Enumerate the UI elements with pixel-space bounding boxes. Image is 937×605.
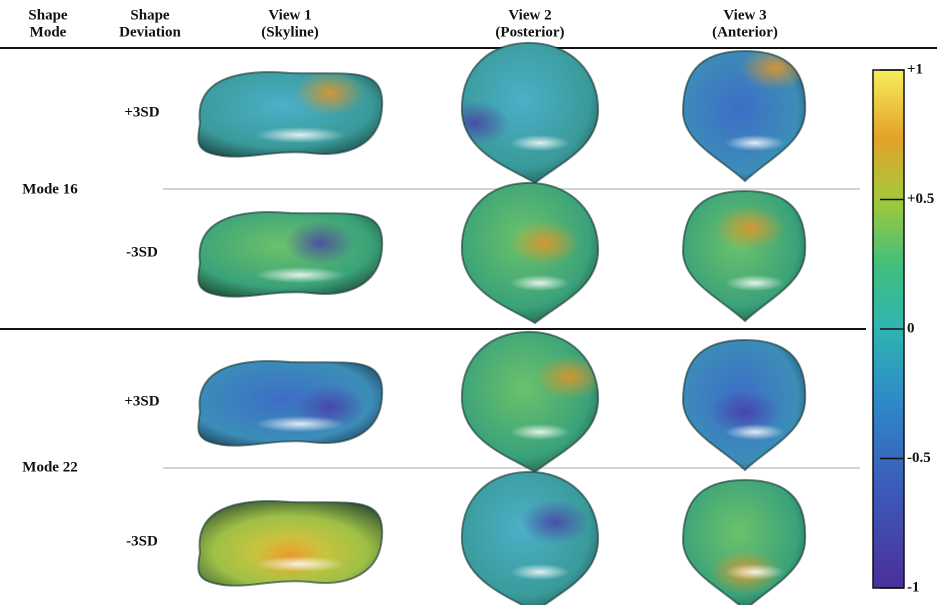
column-header: (Posterior) <box>495 24 564 40</box>
deviation-label: +3SD <box>124 104 159 120</box>
shape-shading <box>510 500 590 580</box>
shape-shading <box>725 51 806 151</box>
shape-edge <box>681 189 807 323</box>
mode-label: Mode 16 <box>22 181 78 197</box>
shape-surface <box>461 42 599 183</box>
column-header: Shape <box>28 7 68 23</box>
shape-shading <box>715 206 785 291</box>
shape-shading <box>710 550 785 594</box>
shape-accent <box>710 390 780 434</box>
shape-shading <box>461 101 570 151</box>
shape-accent <box>740 51 806 90</box>
shape-highlight <box>725 564 785 580</box>
shape-highlight <box>725 135 785 151</box>
shape-highlight <box>255 267 345 283</box>
column-header: View 3 <box>723 7 766 23</box>
shape-highlight <box>255 127 345 143</box>
shape-edge <box>681 49 807 183</box>
shape-highlight <box>510 564 570 580</box>
shape-accent <box>461 101 510 145</box>
shape-render <box>681 478 807 605</box>
shape-shading <box>510 221 580 291</box>
shape-highlight <box>725 275 785 291</box>
column-header: Deviation <box>119 24 181 40</box>
shape-highlight <box>725 424 785 440</box>
colorbar-tick-label: -0.5 <box>907 450 931 466</box>
column-header: View 2 <box>508 7 551 23</box>
shape-shading <box>710 390 785 440</box>
shape-render <box>681 49 807 183</box>
shape-edge <box>681 338 807 472</box>
shape-shading <box>255 221 355 283</box>
shape-highlight <box>510 275 570 291</box>
shape-shading <box>255 72 365 143</box>
shape-accent <box>535 355 599 399</box>
shape-render <box>460 181 600 325</box>
column-header: Shape <box>130 7 170 23</box>
shape-accent <box>510 221 580 265</box>
shape-render <box>197 71 384 158</box>
shape-highlight <box>255 416 345 432</box>
column-header: (Anterior) <box>712 24 778 40</box>
shape-edge <box>197 500 384 587</box>
shape-render <box>197 500 384 587</box>
shape-accent <box>295 72 365 115</box>
shape-highlight <box>510 424 570 440</box>
column-header: Mode <box>30 24 67 40</box>
shape-edge <box>460 470 600 605</box>
shape-accent <box>715 206 785 250</box>
shape-highlight <box>510 135 570 151</box>
shape-shading <box>255 535 345 579</box>
shape-edge <box>197 71 384 158</box>
column-header: View 1 <box>268 7 311 23</box>
shape-render <box>197 211 384 298</box>
colorbar-tick-label: -1 <box>907 579 920 595</box>
shape-shading <box>255 385 365 432</box>
shape-render <box>460 41 600 185</box>
colorbar-tick-label: +0.5 <box>907 191 934 207</box>
shape-edge <box>197 211 384 298</box>
colorbar-tick-label: +1 <box>907 61 923 77</box>
deviation-label: -3SD <box>126 533 158 549</box>
deviation-label: +3SD <box>124 393 159 409</box>
column-header: (Skyline) <box>261 24 319 40</box>
deviation-label: -3SD <box>126 244 158 260</box>
mode-label: Mode 22 <box>22 459 77 475</box>
shape-shading <box>510 355 599 440</box>
shape-render <box>681 338 807 472</box>
shape-edge <box>681 478 807 605</box>
shape-render <box>460 470 600 605</box>
shape-edge <box>460 181 600 325</box>
shape-accent <box>520 500 590 544</box>
shape-accent <box>285 221 355 265</box>
shape-render <box>197 360 384 447</box>
shape-edge <box>197 360 384 447</box>
shape-render <box>681 189 807 323</box>
shape-surface <box>461 331 599 472</box>
colorbar-tick-label: 0 <box>907 320 915 336</box>
shape-highlight <box>255 556 345 572</box>
shape-render <box>460 330 600 474</box>
